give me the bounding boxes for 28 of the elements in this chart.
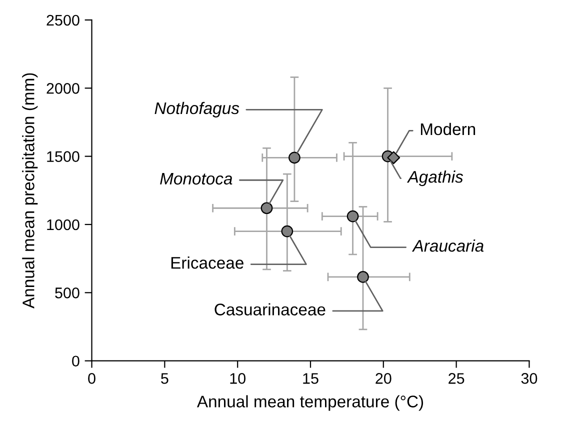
point <box>260 202 273 214</box>
point <box>281 225 294 238</box>
y-tick-label: 1000 <box>47 219 80 230</box>
annotation: Monotoca <box>160 172 232 185</box>
annotation: Araucaria <box>412 240 484 252</box>
annotation: Casuarinaceae <box>214 303 326 316</box>
y-axis-title: Annual mean precipitation (mm) <box>22 73 38 308</box>
annotation: Agathis <box>406 170 464 186</box>
x-axis-title: Annual mean temperature (°C) <box>196 395 424 411</box>
x-tick-label: 20 <box>376 373 392 384</box>
y-tick-label: 1500 <box>47 151 80 162</box>
annotation: Nothofagus <box>154 102 240 118</box>
point <box>387 151 400 164</box>
annotation: Ericaceae <box>171 256 244 269</box>
x-tick-label: 0 <box>88 373 96 384</box>
x-tick-label: 30 <box>521 373 538 384</box>
point <box>346 210 359 222</box>
point <box>357 271 369 283</box>
y-tick-label: 2500 <box>46 14 80 26</box>
x-tick-label: 25 <box>448 373 464 384</box>
annotation: Modern <box>420 122 476 136</box>
point <box>288 152 300 164</box>
x-tick-label: 5 <box>161 373 168 384</box>
x-tick-label: 10 <box>230 373 246 384</box>
x-tick-label: 15 <box>303 373 318 384</box>
y-tick-label: 2000 <box>46 83 80 94</box>
y-tick-label: 500 <box>55 288 80 298</box>
y-tick-label: 0 <box>72 356 80 367</box>
